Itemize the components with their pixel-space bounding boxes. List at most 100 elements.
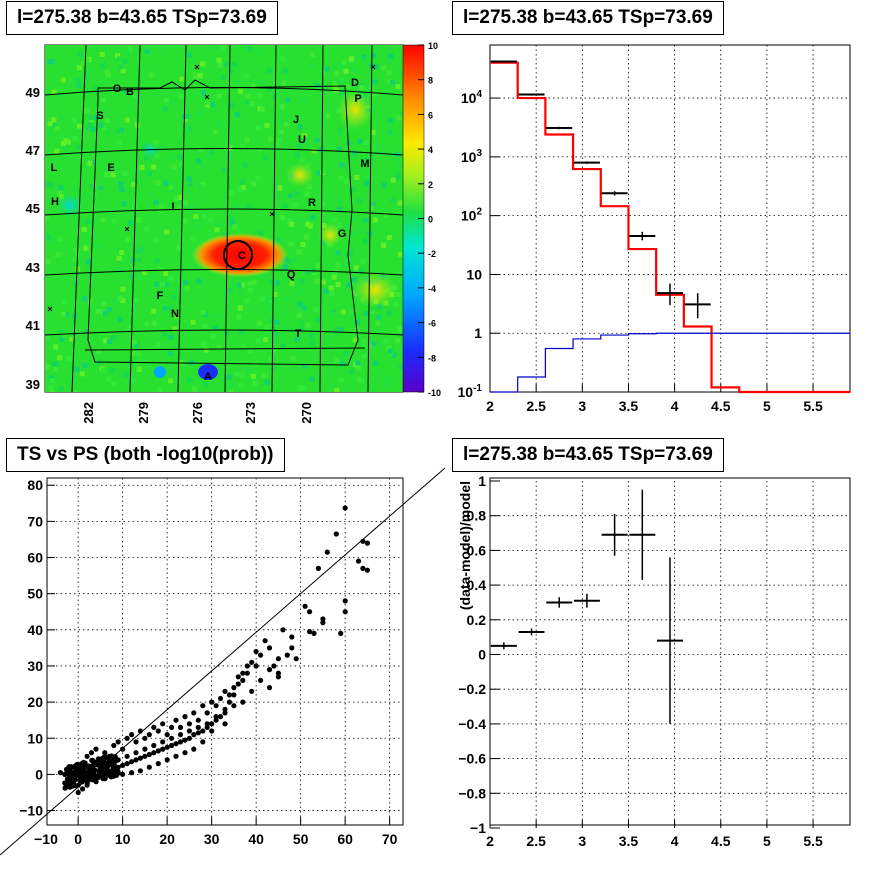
map-pixel [363, 140, 369, 145]
map-pixel [129, 273, 135, 279]
map-pixel [292, 281, 298, 287]
scatter-point [177, 724, 184, 731]
scatter-point [311, 630, 317, 637]
scatter-point [80, 786, 86, 792]
map-pixel [234, 112, 240, 118]
map-pixel [115, 53, 120, 59]
map-pixel [339, 162, 345, 168]
scatter-point [342, 609, 348, 615]
scatter-point [280, 627, 286, 633]
scatter-point [133, 750, 139, 756]
map-pixel [297, 124, 303, 130]
map-pixel [49, 378, 55, 383]
map-pixel [134, 248, 140, 254]
y-tick-label: 20 [27, 694, 43, 710]
map-pixel [336, 222, 342, 228]
map-pixel [57, 236, 63, 242]
map-pixel [383, 381, 389, 387]
y-tick-label: −1 [470, 820, 486, 836]
map-pixel [387, 130, 393, 135]
y-tick-label: −0.4 [458, 716, 486, 732]
x-tick-label: 30 [204, 831, 220, 847]
map-pixel [69, 336, 75, 342]
scatter-point [169, 735, 175, 741]
map-pixel [388, 348, 393, 354]
scatter-point [266, 685, 273, 691]
scatter-point [266, 645, 273, 651]
map-pixel [333, 71, 339, 77]
map-pixel [314, 317, 320, 323]
source-label: F [157, 290, 164, 302]
map-pixel [227, 191, 233, 197]
map-pixel [193, 76, 198, 82]
map-pixel [174, 313, 180, 319]
map-pixel [334, 327, 340, 333]
map-pixel [246, 204, 252, 210]
scatter-point [320, 616, 326, 622]
x-tick-label: 5.5 [803, 398, 823, 414]
map-pixel [311, 148, 317, 154]
map-pixel [370, 309, 375, 315]
spectrum-series-line [490, 61, 850, 394]
map-pixel [381, 182, 387, 188]
map-pixel [267, 136, 273, 142]
map-pixel [309, 376, 315, 382]
map-pixel [178, 161, 184, 167]
map-pixel [146, 171, 152, 177]
map-pixel [200, 182, 206, 188]
map-pixel [86, 125, 91, 131]
spectrum-panel: 2 2.5 3 3.5 4 4.5 5 5.5 10-1 1 10 102 103 104 [458, 44, 851, 414]
scatter-point [315, 565, 321, 572]
map-pixel [299, 278, 305, 284]
scatter-point [146, 764, 152, 770]
map-pixel [75, 78, 81, 84]
map-pixel [88, 115, 94, 121]
scatter-point [217, 695, 224, 702]
map-pixel [345, 167, 351, 173]
scatter-point [63, 771, 69, 777]
map-pixel [216, 221, 222, 227]
map-pixel [264, 379, 270, 385]
map-pixel [335, 282, 341, 287]
y-tick-label: 0 [35, 766, 43, 782]
map-pixel [195, 224, 201, 230]
map-pixel [222, 168, 227, 174]
map-pixel [309, 340, 315, 346]
map-pixel [57, 190, 63, 196]
map-pixel [395, 338, 401, 344]
scatter-point [177, 739, 184, 745]
map-pixel [60, 311, 66, 317]
map-pixel [373, 64, 379, 70]
x-tick-label: 270 [299, 402, 314, 424]
reference-line [0, 467, 446, 856]
map-pixel [100, 217, 106, 223]
map-pixel [122, 58, 128, 64]
map-pixel [283, 296, 289, 302]
scatter-point [204, 724, 210, 731]
scatter-point [200, 703, 206, 709]
map-pixel [66, 139, 71, 145]
scatter-point [342, 505, 348, 511]
scatter-point [253, 648, 259, 655]
map-pixel [335, 262, 341, 268]
y-tick-label: 0.4 [467, 577, 487, 593]
map-pixel [281, 80, 287, 86]
map-pixel [351, 67, 357, 73]
x-tick-label: 5 [763, 833, 771, 849]
scatter-point [90, 767, 97, 773]
source-label: H [51, 196, 59, 208]
map-pixel [319, 71, 325, 77]
scatter-point [72, 783, 78, 789]
map-pixel [390, 79, 396, 85]
map-pixel [104, 69, 110, 75]
map-pixel [223, 61, 229, 67]
y-tick-label: 1 [478, 473, 486, 489]
map-pixel [227, 288, 233, 293]
scatter-point [68, 765, 74, 771]
map-pixel [363, 217, 369, 223]
map-pixel [52, 366, 58, 372]
map-pixel [63, 138, 69, 144]
map-pixel [275, 193, 281, 199]
x-tick-label: 5.5 [803, 833, 823, 849]
map-pixel [338, 175, 344, 181]
